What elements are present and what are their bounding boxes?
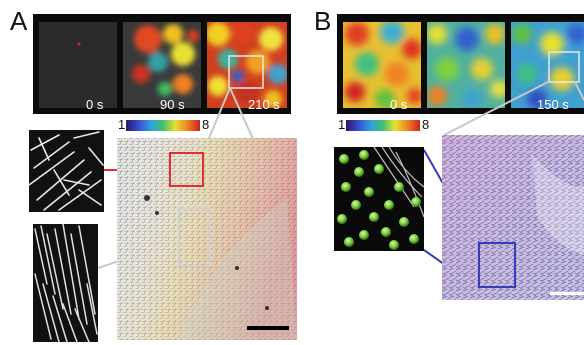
panel-a-time-2: 210 s [248,97,280,112]
panel-a-colorbar-max: 8 [202,117,210,132]
panel-a-colorbar [126,120,200,131]
panel-b-colorbar [346,120,420,131]
panel-b-scale-bar [550,292,584,295]
panel-a-time-1: 90 s [160,97,185,112]
panel-a-zoom-box [228,55,264,89]
panel-a-inset-filaments-top [29,130,104,212]
panel-b-letter: B [314,6,332,36]
panel-a-colorbar-min: 1 [118,117,126,132]
panel-b-colorbar-max: 8 [422,117,430,132]
panel-b-inset-beads [334,147,424,251]
panel-a-timelapse-strip [33,14,291,114]
panel-a-grey-box [178,207,211,267]
panel-b-frame-mid [427,22,505,108]
panel-a-frame-210s [207,22,287,108]
panel-a-scale-bar [247,326,289,330]
panel-a-micrograph [117,138,297,340]
panel-a-inset-filaments-bottom [33,224,98,342]
panel-b-frame-150s [511,22,584,108]
panel-a-time-0: 0 s [86,97,104,112]
panel-a-letter: A [10,6,28,36]
panel-b-micrograph [442,135,584,300]
panel-b-frame-0s [343,22,421,108]
panel-a-frame-90s [123,22,201,108]
panel-b-time-1: 150 s [537,97,569,112]
panel-a-red-box [169,152,204,187]
panel-a-frame-0s [39,22,117,108]
panel-b-timelapse-strip [337,14,584,114]
panel-b-colorbar-min: 1 [338,117,346,132]
panel-b-time-0: 0 s [390,97,408,112]
panel-b-zoom-box [548,51,580,83]
panel-b-blue-box [478,242,516,288]
